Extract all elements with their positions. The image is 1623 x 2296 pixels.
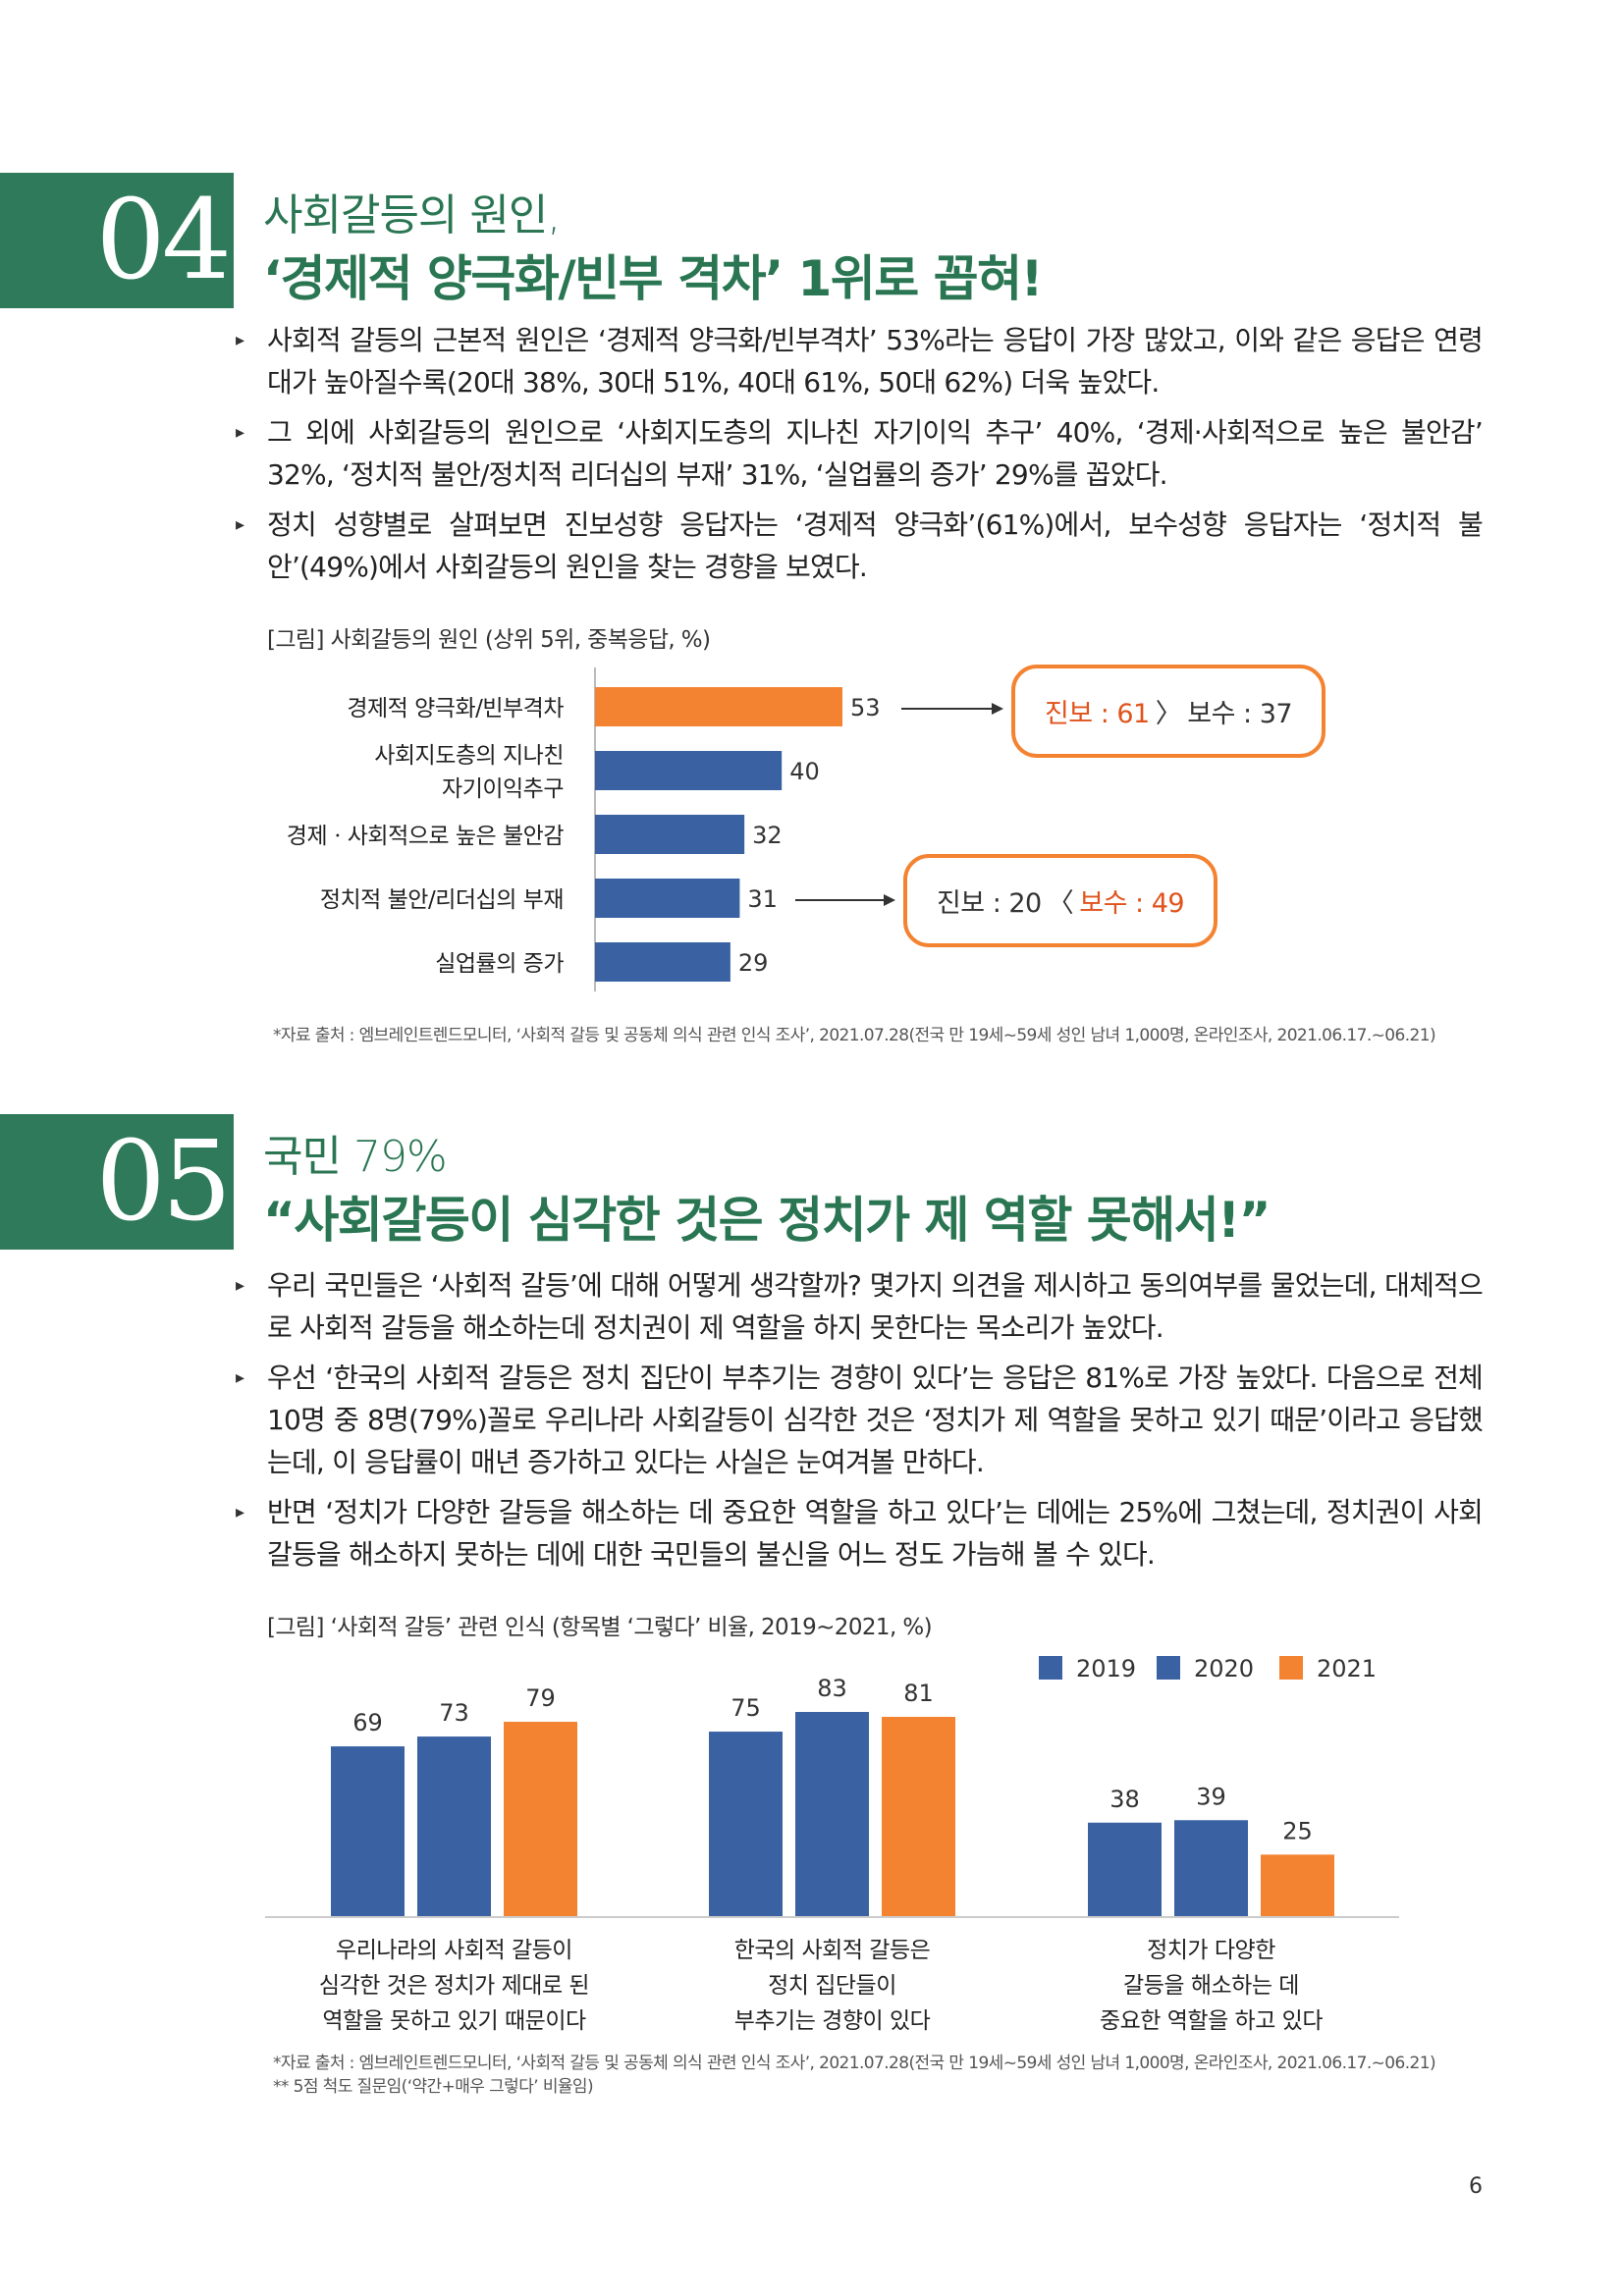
bar [595, 687, 842, 726]
bar [595, 815, 745, 854]
bar [1261, 1854, 1334, 1916]
bar-value-label: 69 [352, 1709, 383, 1736]
section-number-05: 05 [0, 1114, 234, 1250]
bar [1088, 1822, 1162, 1916]
bar [595, 879, 740, 918]
section-04-bullets: 사회적 갈등의 근본적 원인은 ‘경제적 양극화/빈부격차’ 53%라는 응답이… [236, 319, 1484, 596]
category-label: 자기이익추구 [442, 776, 564, 802]
callout-progressive-conservative-1: 진보 : 61 〉 보수 : 37 [1011, 665, 1325, 758]
category-label: 심각한 것은 정치가 제대로 된 [319, 1973, 589, 1999]
category-label: 중요한 역할을 하고 있다 [1100, 2008, 1323, 2034]
callout-sep: 〈 [1047, 888, 1074, 919]
legend-swatch [1157, 1656, 1180, 1680]
category-label: 부추기는 경향이 있다 [734, 2008, 931, 2034]
category-label: 우리나라의 사회적 갈등이 [336, 1938, 572, 1963]
category-label: 정치 집단들이 [768, 1973, 896, 1999]
section-05-subtitle: 국민 79% [263, 1132, 448, 1182]
legend-swatch [1039, 1656, 1062, 1680]
bar [709, 1732, 783, 1916]
bar [417, 1736, 491, 1916]
bullet-item: 그 외에 사회갈등의 원인으로 ‘사회지도층의 지나친 자기이익 추구’ 40%… [236, 411, 1484, 496]
bar [795, 1712, 869, 1916]
category-label: 정치가 다양한 [1147, 1938, 1275, 1963]
legend-label: 2020 [1194, 1655, 1254, 1682]
category-label: 역할을 못하고 있기 때문이다 [322, 2008, 586, 2034]
bar-value-label: 79 [525, 1684, 556, 1712]
bullet-item: 정치 성향별로 살펴보면 진보성향 응답자는 ‘경제적 양극화’(61%)에서,… [236, 504, 1484, 588]
category-label: 실업률의 증가 [435, 951, 564, 977]
callout-arrowhead [992, 703, 1003, 715]
legend-swatch [1279, 1656, 1303, 1680]
page-number: 6 [1469, 2174, 1483, 2199]
category-label: 경제적 양극화/빈부격차 [347, 696, 564, 721]
source-line: *자료 출처 : 엠브레인트렌드모니터, ‘사회적 갈등 및 공동체 의식 관련… [273, 2054, 1436, 2073]
callout-right: 보수 : 37 [1187, 699, 1293, 729]
bar-value-label: 75 [730, 1694, 761, 1722]
bar-value-label: 73 [439, 1699, 469, 1727]
section-05-headline: “사회갈등이 심각한 것은 정치가 제 역할 못해서!” [263, 1192, 1271, 1249]
callout-sep: 〉 [1155, 699, 1182, 729]
section-04-subtitle: 사회갈등의 원인, [263, 190, 561, 240]
callout-left: 진보 : 20 [936, 888, 1042, 919]
chart-05-caption: [그림] ‘사회적 갈등’ 관련 인식 (항목별 ‘그렇다’ 비율, 2019~… [267, 1615, 933, 1640]
category-label: 경제ㆍ사회적으로 높은 불안감 [287, 824, 565, 849]
bar-value-label: 39 [1196, 1783, 1226, 1810]
category-label: 갈등을 해소하는 데 [1123, 1973, 1299, 1999]
bar-value-label: 32 [752, 822, 783, 849]
bar [882, 1717, 955, 1916]
category-label: 사회지도층의 지나친 [374, 743, 564, 769]
bar-value-label: 25 [1282, 1817, 1313, 1844]
legend-label: 2019 [1076, 1655, 1136, 1682]
chart-05-source: *자료 출처 : 엠브레인트렌드모니터, ‘사회적 갈등 및 공동체 의식 관련… [273, 2052, 1436, 2099]
bullet-item: 사회적 갈등의 근본적 원인은 ‘경제적 양극화/빈부격차’ 53%라는 응답이… [236, 319, 1484, 403]
callout-right: 보수 : 49 [1079, 888, 1185, 919]
bar [595, 942, 730, 982]
section-05-bullets: 우리 국민들은 ‘사회적 갈등’에 대해 어떻게 생각할까? 몇가지 의견을 제… [236, 1264, 1484, 1583]
bar [595, 751, 783, 790]
bullet-item: 우리 국민들은 ‘사회적 갈등’에 대해 어떻게 생각할까? 몇가지 의견을 제… [236, 1264, 1484, 1349]
category-label: 정치적 불안/리더십의 부재 [320, 887, 564, 913]
bar-value-label: 81 [903, 1680, 934, 1707]
bar-value-label: 40 [789, 758, 820, 785]
bullet-item: 우선 ‘한국의 사회적 갈등은 정치 집단이 부추기는 경향이 있다’는 응답은… [236, 1357, 1484, 1483]
bar [331, 1746, 405, 1916]
section-number-04: 04 [0, 173, 234, 308]
bar-value-label: 31 [747, 885, 778, 913]
callout-progressive-conservative-2: 진보 : 20 〈 보수 : 49 [903, 854, 1217, 947]
bullet-item: 반면 ‘정치가 다양한 갈등을 해소하는 데 중요한 역할을 하고 있다’는 데… [236, 1491, 1484, 1575]
bar-value-label: 38 [1109, 1786, 1140, 1813]
bar-value-label: 53 [850, 694, 881, 721]
section-04-headline: ‘경제적 양극화/빈부 격차’ 1위로 꼽혀! [263, 250, 1043, 307]
callout-arrowhead [884, 894, 895, 906]
bar-value-label: 29 [738, 949, 769, 977]
category-label: 한국의 사회적 갈등은 [734, 1938, 931, 1963]
source-line: ** 5점 척도 질문임(‘약간+매우 그렇다’ 비율임) [273, 2077, 594, 2097]
legend-label: 2021 [1317, 1655, 1377, 1682]
chart-04-source: *자료 출처 : 엠브레인트렌드모니터, ‘사회적 갈등 및 공동체 의식 관련… [273, 1026, 1436, 1045]
bar [1174, 1820, 1248, 1916]
chart-04-caption: [그림] 사회갈등의 원인 (상위 5위, 중복응답, %) [267, 627, 711, 653]
bar [504, 1722, 577, 1916]
bar-value-label: 83 [817, 1675, 847, 1702]
callout-left: 진보 : 61 [1044, 699, 1150, 729]
